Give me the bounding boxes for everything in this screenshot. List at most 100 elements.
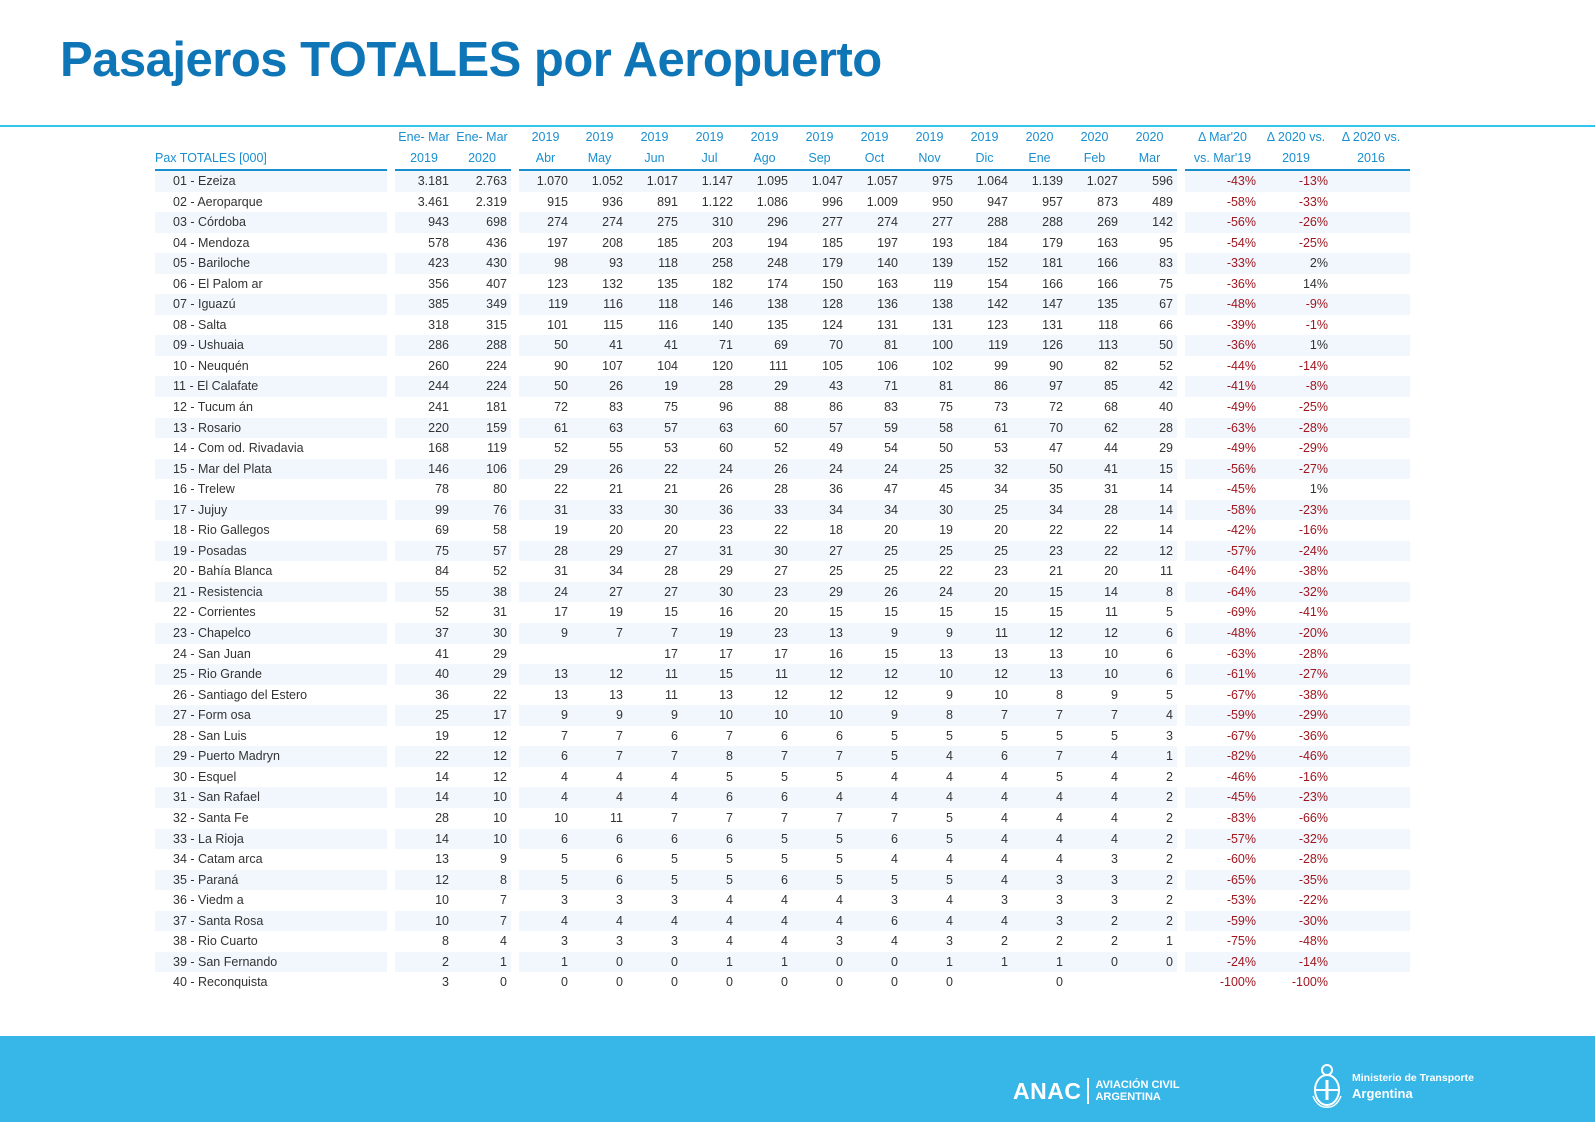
value-cell: 22 bbox=[554, 482, 568, 497]
table-row: 03 - Córdoba 943 698 274 274 275 310 296 277 274 2… bbox=[155, 212, 1410, 233]
value-cell: 4 bbox=[957, 828, 1012, 850]
value-cell: 152 bbox=[957, 253, 1012, 274]
value-cell: 4 bbox=[891, 769, 898, 784]
column-header-bottom: Ago bbox=[737, 148, 792, 171]
row-gap bbox=[1177, 951, 1185, 973]
table-row: 39 - San Fernando 2 1 1 0 0 1 1 0 0 1 1 1 0 0 -24% -14% bbox=[155, 951, 1410, 973]
value-cell: 23 bbox=[737, 581, 792, 603]
value-cell: 22 bbox=[774, 523, 788, 538]
column-header-bottom: Jun bbox=[627, 148, 682, 171]
value-cell: 29 bbox=[1159, 441, 1173, 456]
value-cell: 9 bbox=[946, 687, 953, 702]
value-cell: 41 bbox=[627, 335, 682, 356]
value-cell: 55 bbox=[395, 581, 453, 603]
value-cell: 0 bbox=[1122, 951, 1177, 973]
value-cell: -59% bbox=[1185, 910, 1260, 932]
value-cell: 4 bbox=[946, 893, 953, 908]
value-cell: 5 bbox=[902, 869, 957, 891]
value-cell: 123 bbox=[547, 276, 568, 291]
value-cell: 52 bbox=[774, 441, 788, 456]
value-cell: 31 bbox=[1104, 482, 1118, 497]
value-cell: 2.763 bbox=[453, 171, 511, 192]
row-gap bbox=[1177, 931, 1185, 952]
row-gap bbox=[1177, 602, 1185, 624]
value-cell: 20 bbox=[1104, 564, 1118, 579]
value-cell: 1.139 bbox=[1012, 171, 1067, 192]
value-cell: -36% bbox=[1298, 728, 1328, 743]
value-cell: 41 bbox=[572, 335, 627, 356]
value-cell: -8% bbox=[1260, 376, 1332, 398]
value-cell: 891 bbox=[657, 194, 678, 209]
value-cell: 80 bbox=[493, 482, 507, 497]
value-cell: 6 bbox=[519, 828, 572, 850]
value-cell: 75 bbox=[395, 540, 453, 562]
value-cell bbox=[1332, 931, 1410, 952]
value-cell: 58 bbox=[902, 417, 957, 439]
value-cell: 15 bbox=[1012, 581, 1067, 603]
value-cell: 7 bbox=[627, 746, 682, 767]
column-header-bottom: 2019 bbox=[1260, 148, 1332, 171]
row-gap bbox=[1177, 828, 1185, 850]
value-cell: -36% bbox=[1226, 276, 1256, 291]
value-cell: 40 bbox=[395, 664, 453, 685]
value-cell: 57 bbox=[792, 417, 847, 439]
value-cell: 4 bbox=[1111, 810, 1118, 825]
value-cell: 12 bbox=[572, 664, 627, 685]
value-cell: 248 bbox=[737, 253, 792, 274]
value-cell: 81 bbox=[847, 335, 902, 356]
value-cell: 67 bbox=[1122, 294, 1177, 315]
value-cell: 72 bbox=[554, 400, 568, 415]
value-cell: 78 bbox=[435, 482, 449, 497]
row-gap bbox=[1177, 890, 1185, 911]
row-gap bbox=[387, 561, 395, 582]
value-cell: 1 bbox=[1122, 746, 1177, 767]
value-cell: 124 bbox=[822, 317, 843, 332]
value-cell: 60 bbox=[737, 417, 792, 439]
airport-name-cell: 21 - Resistencia bbox=[155, 581, 387, 603]
value-cell: 32 bbox=[957, 458, 1012, 480]
value-cell: 7 bbox=[891, 810, 898, 825]
value-cell bbox=[1332, 581, 1410, 603]
value-cell: 174 bbox=[767, 276, 788, 291]
row-gap bbox=[1177, 766, 1185, 788]
value-cell: 950 bbox=[932, 194, 953, 209]
value-cell: 1.147 bbox=[682, 171, 737, 192]
value-cell: 1 bbox=[682, 951, 737, 973]
value-cell: 578 bbox=[428, 235, 449, 250]
value-cell: 5 bbox=[1056, 769, 1063, 784]
row-gap bbox=[387, 397, 395, 418]
value-cell: 166 bbox=[1097, 276, 1118, 291]
airport-name-cell: 32 - Santa Fe bbox=[173, 810, 249, 825]
row-gap bbox=[387, 499, 395, 521]
passengers-table: Ene- Mar Ene- Mar 2019 2019 2019 2019 2019 2019… bbox=[155, 127, 1410, 993]
airport-name-cell: 15 - Mar del Plata bbox=[155, 458, 387, 480]
value-cell: 70 bbox=[1012, 417, 1067, 439]
column-header-top: 2019 bbox=[860, 130, 889, 144]
value-cell: 99 bbox=[395, 499, 453, 521]
value-cell: -29% bbox=[1298, 441, 1328, 456]
value-cell: 2 bbox=[1122, 787, 1177, 808]
table-row: 36 - Viedm a 10 7 3 3 3 4 4 4 3 4 3 3 3 2 -53% -22% bbox=[155, 890, 1410, 911]
row-gap bbox=[1177, 355, 1185, 377]
value-cell: 68 bbox=[1104, 400, 1118, 415]
table-row: 08 - Salta 318 315 101 115 116 140 135 124 131 131… bbox=[155, 314, 1410, 336]
value-cell: 33 bbox=[737, 499, 792, 521]
row-gap bbox=[1177, 479, 1185, 500]
table-row: 13 - Rosario 220 159 61 63 57 63 60 57 59 58 61 70 62… bbox=[155, 417, 1410, 439]
table-row: 35 - Paraná 12 8 5 6 5 5 6 5 5 5 4 3 3 2 -65% -35% bbox=[155, 869, 1410, 891]
value-cell: 69 bbox=[737, 335, 792, 356]
table-row: 21 - Resistencia 55 38 24 27 27 30 23 29 26 24 20 15… bbox=[155, 581, 1410, 603]
airport-name-cell: 36 - Viedm a bbox=[173, 893, 244, 908]
row-gap bbox=[387, 951, 395, 973]
value-cell: 5 bbox=[1166, 687, 1173, 702]
value-cell bbox=[1332, 233, 1410, 254]
value-cell: 62 bbox=[1067, 417, 1122, 439]
row-gap bbox=[387, 458, 395, 480]
value-cell: 185 bbox=[822, 235, 843, 250]
value-cell: 274 bbox=[519, 212, 572, 233]
row-gap bbox=[387, 335, 395, 356]
value-cell: 119 bbox=[933, 276, 953, 291]
value-cell: 28 bbox=[774, 482, 788, 497]
value-cell: 28 bbox=[664, 564, 678, 579]
value-cell bbox=[1332, 540, 1410, 562]
